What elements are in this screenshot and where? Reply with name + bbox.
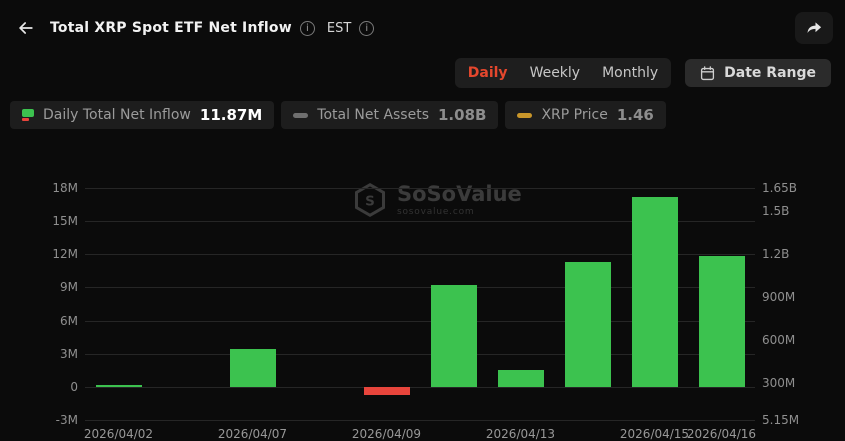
legend-value: 1.46 — [616, 106, 654, 124]
timezone-label: EST — [326, 20, 352, 36]
y-axis-right-label: 900M — [762, 290, 796, 304]
gridline — [85, 420, 755, 421]
sosovalue-logo-icon: S — [355, 182, 385, 218]
y-axis-left-label: 0 — [70, 379, 78, 394]
tab-monthly[interactable]: Monthly — [591, 60, 669, 86]
svg-text:S: S — [365, 193, 375, 209]
bar-2026/04/13[interactable] — [497, 369, 544, 387]
bar-2026/04/09[interactable] — [363, 386, 410, 396]
y-axis-left-label: 18M — [52, 181, 78, 195]
title-info-icon[interactable]: i — [299, 20, 315, 36]
gridline — [85, 254, 755, 256]
y-axis-right-label: 300M — [762, 375, 796, 390]
legend-item-total-net-assets[interactable]: Total Net Assets 1.08B — [281, 101, 499, 129]
watermark-domain: sosovalue.com — [397, 207, 475, 218]
y-axis-right-label: 1.2B — [762, 246, 790, 261]
tab-weekly[interactable]: Weekly — [519, 60, 592, 86]
gridline — [85, 386, 755, 388]
calendar-icon — [701, 65, 715, 80]
share-button[interactable] — [795, 12, 833, 44]
legend-value: 11.87M — [199, 106, 263, 124]
x-axis-label: 2026/04/16 — [686, 427, 757, 441]
y-axis-right-label: 600M — [762, 333, 796, 347]
page-title: Total XRP Spot ETF Net Inflow — [50, 20, 292, 36]
y-axis-right-label: 1.65B — [762, 181, 797, 195]
y-axis-left-label: -3M — [55, 413, 78, 427]
gridline — [85, 353, 755, 355]
back-button[interactable] — [12, 14, 40, 42]
share-icon — [807, 22, 822, 33]
header: Total XRP Spot ETF Net Inflow i EST i — [0, 0, 845, 44]
legend-item-daily-net-inflow[interactable]: Daily Total Net Inflow 11.87M — [10, 101, 275, 129]
net-assets-marker-icon — [293, 112, 309, 118]
chart-area: S SoSoValue sosovalue.com 18M 15M 12M 9M 6M 3… — [0, 160, 845, 441]
bar-2026/04/14[interactable] — [564, 262, 611, 387]
x-axis-label: 2026/04/02 — [83, 427, 154, 441]
gridline — [85, 221, 755, 223]
bar-2026/04/15[interactable] — [631, 196, 678, 387]
legend-item-xrp-price[interactable]: XRP Price 1.46 — [505, 101, 666, 129]
gridline — [85, 188, 755, 189]
y-axis-left-label: 12M — [52, 247, 78, 262]
legend-label: Total Net Assets — [317, 107, 429, 123]
period-tabs: Daily Weekly Monthly — [454, 58, 672, 88]
bar-2026/04/10[interactable] — [430, 285, 477, 387]
date-range-button[interactable]: Date Range — [685, 59, 831, 87]
gridline — [85, 320, 755, 322]
legend-value: 1.08B — [438, 106, 487, 124]
x-axis-label: 2026/04/07 — [217, 427, 288, 441]
timezone-info-icon[interactable]: i — [359, 20, 375, 36]
y-axis-left-label: 9M — [60, 280, 78, 295]
gridline — [85, 287, 755, 289]
toolbar: Daily Weekly Monthly Date Range — [0, 58, 845, 88]
x-axis-label: 2026/04/09 — [351, 427, 422, 441]
y-axis-left-label: 3M — [60, 346, 78, 361]
bar-2026/04/07[interactable] — [229, 349, 276, 387]
watermark-brand: SoSoValue — [397, 181, 522, 206]
y-axis-right-label: 5.15M — [762, 413, 800, 427]
y-axis-left-label: 6M — [60, 313, 78, 328]
legend: Daily Total Net Inflow 11.87M Total Net … — [0, 101, 845, 129]
y-axis-right-label: 1.5B — [762, 204, 790, 218]
tab-daily[interactable]: Daily — [457, 60, 519, 86]
bar-2026/04/16[interactable] — [698, 255, 745, 387]
net-inflow-marker-icon — [22, 109, 34, 121]
y-axis-left-label: 15M — [52, 214, 78, 229]
legend-label: XRP Price — [541, 107, 608, 123]
x-axis-label: 2026/04/13 — [485, 427, 556, 441]
back-arrow-icon — [19, 22, 33, 34]
legend-label: Daily Total Net Inflow — [43, 107, 191, 123]
date-range-label: Date Range — [724, 65, 816, 81]
xrp-price-marker-icon — [517, 112, 533, 118]
bar-2026/04/02[interactable] — [95, 385, 142, 387]
